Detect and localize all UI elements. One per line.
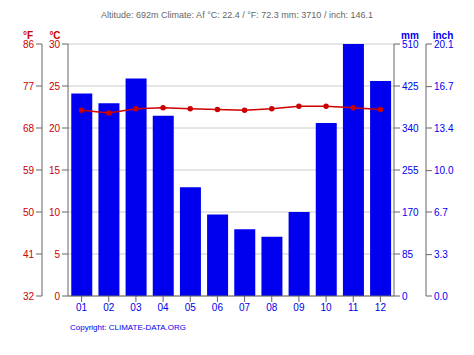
svg-text:25: 25 (49, 81, 61, 92)
svg-text:°F: °F (23, 30, 33, 41)
svg-text:09: 09 (293, 302, 305, 313)
svg-text:77: 77 (23, 81, 35, 92)
svg-text:08: 08 (266, 302, 278, 313)
svg-text:0.0: 0.0 (434, 291, 448, 302)
svg-text:10.0: 10.0 (434, 165, 454, 176)
svg-text:0: 0 (402, 291, 408, 302)
svg-text:13.4: 13.4 (434, 123, 454, 134)
svg-text:11: 11 (348, 302, 359, 313)
svg-text:10: 10 (321, 302, 333, 313)
svg-text:50: 50 (23, 207, 35, 218)
svg-text:68: 68 (23, 123, 35, 134)
svg-text:07: 07 (239, 302, 251, 313)
svg-text:425: 425 (402, 81, 419, 92)
svg-text:510: 510 (402, 38, 419, 50)
svg-text:02: 02 (103, 302, 115, 313)
svg-text:41: 41 (23, 249, 35, 260)
svg-text:°C: °C (49, 30, 60, 41)
html-text:Altitude: 692m Climate: Af °C:: Altitude: 692m Climate: Af °C: 22.4 / °F… (101, 10, 373, 20)
svg-text:6.7: 6.7 (434, 207, 448, 218)
svg-text:inch: inch (433, 30, 454, 41)
svg-text:20: 20 (49, 123, 61, 134)
svg-text:32: 32 (23, 291, 35, 302)
svg-text:03: 03 (130, 302, 142, 313)
svg-text:30: 30 (48, 38, 60, 50)
html-text:Copyright: CLIMATE-DATA.ORG: Copyright: CLIMATE-DATA.ORG (70, 323, 186, 332)
svg-text:01: 01 (76, 302, 88, 313)
svg-text:3.3: 3.3 (434, 249, 448, 260)
svg-text:16.7: 16.7 (434, 81, 454, 92)
svg-text:86: 86 (22, 38, 34, 50)
svg-text:85: 85 (402, 249, 414, 260)
svg-text:59: 59 (23, 165, 35, 176)
svg-text:12: 12 (375, 302, 387, 313)
svg-text:15: 15 (49, 165, 61, 176)
svg-text:05: 05 (185, 302, 197, 313)
svg-text:170: 170 (402, 207, 419, 218)
svg-text:04: 04 (158, 302, 170, 313)
svg-text:10: 10 (49, 207, 61, 218)
svg-text:06: 06 (212, 302, 224, 313)
svg-text:340: 340 (402, 123, 419, 134)
svg-text:5: 5 (54, 249, 60, 260)
svg-text:mm: mm (401, 30, 419, 41)
svg-text:0: 0 (54, 291, 60, 302)
svg-text:20.1: 20.1 (434, 38, 454, 50)
svg-text:255: 255 (402, 165, 419, 176)
